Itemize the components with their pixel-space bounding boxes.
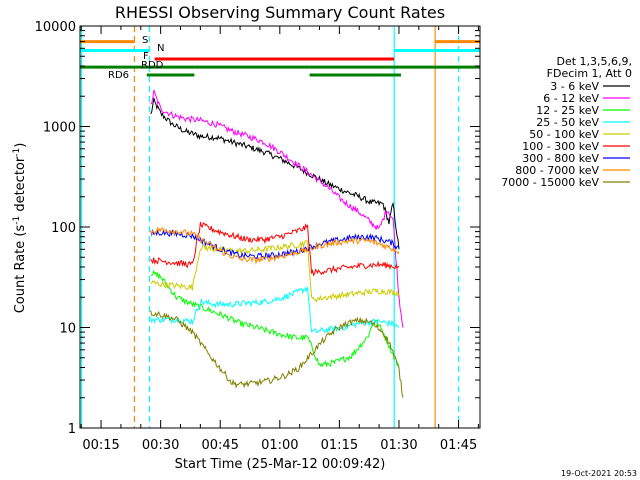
state-label-n: N — [157, 43, 164, 54]
legend-label-2: 12 - 25 keV — [536, 104, 599, 117]
legend-label-4: 50 - 100 keV — [529, 128, 599, 141]
legend-label-6: 300 - 800 keV — [522, 152, 599, 165]
y-tick-label-1: 10 — [59, 322, 76, 337]
x-tick-label-1: 00:30 — [142, 438, 179, 453]
y-axis-label: Count Rate (s-1 detector-1) — [12, 143, 28, 314]
y-axis-label-mid: detector — [13, 156, 28, 216]
legend: Det 1,3,5,6,9,FDecim 1, Att 03 - 6 keV6 … — [501, 55, 632, 189]
legend-header-0: Det 1,3,5,6,9, — [556, 55, 632, 68]
x-axis-label: Start Time (25-Mar-12 00:09:42) — [175, 457, 386, 472]
series-lines — [150, 89, 404, 398]
legend-label-7: 800 - 7000 keV — [515, 164, 599, 177]
series-line-0 — [150, 97, 400, 250]
series-line-3 — [150, 286, 400, 334]
timestamp: 19-Oct-2021 20:53 — [561, 469, 637, 478]
y-tick-label-4: 10000 — [35, 20, 76, 35]
state-label-rd6: RD6 — [108, 70, 129, 81]
legend-header-1: FDecim 1, Att 0 — [547, 67, 632, 80]
y-tick-label-2: 100 — [51, 221, 76, 236]
x-tick-label-5: 01:30 — [380, 438, 417, 453]
x-axis-ticks: 00:15 00:30 00:45 01:00 01:15 01:30 01:45 — [80, 26, 479, 453]
legend-label-5: 100 - 300 keV — [522, 140, 599, 153]
y-axis-label-main: Count Rate (s — [13, 225, 28, 314]
y-axis-ticks: 1 10 100 1000 10000 — [35, 20, 480, 437]
series-line-5 — [150, 221, 400, 277]
y-tick-label-0: 1 — [68, 422, 76, 437]
x-tick-label-2: 00:45 — [201, 438, 238, 453]
x-tick-label-4: 01:15 — [321, 438, 358, 453]
y-axis-label-sup1: -1 — [12, 216, 22, 225]
y-axis-label-sup2: -1 — [12, 148, 22, 157]
series-line-8 — [150, 310, 404, 398]
series-line-4 — [150, 239, 400, 303]
legend-label-0: 3 - 6 keV — [550, 80, 599, 93]
x-tick-label-3: 01:00 — [261, 438, 298, 453]
chart-title: RHESSI Observing Summary Count Rates — [115, 3, 445, 22]
series-line-1 — [150, 89, 404, 328]
vertical-markers — [80, 26, 460, 428]
x-tick-label-6: 01:45 — [440, 438, 477, 453]
state-label-rdd: RDD — [141, 60, 164, 71]
y-axis-label-end: ) — [13, 143, 28, 148]
plot-frame — [79, 25, 481, 429]
series-line-6 — [150, 228, 400, 261]
legend-label-3: 25 - 50 keV — [536, 116, 599, 129]
x-tick-label-0: 00:15 — [82, 438, 119, 453]
legend-label-8: 7000 - 15000 keV — [501, 176, 599, 189]
series-line-7 — [150, 226, 400, 265]
series-line-2 — [150, 269, 400, 368]
legend-label-1: 6 - 12 keV — [543, 92, 599, 105]
y-tick-label-3: 1000 — [43, 121, 76, 136]
state-label-f: F — [143, 51, 149, 62]
state-label-s: S — [142, 35, 148, 46]
